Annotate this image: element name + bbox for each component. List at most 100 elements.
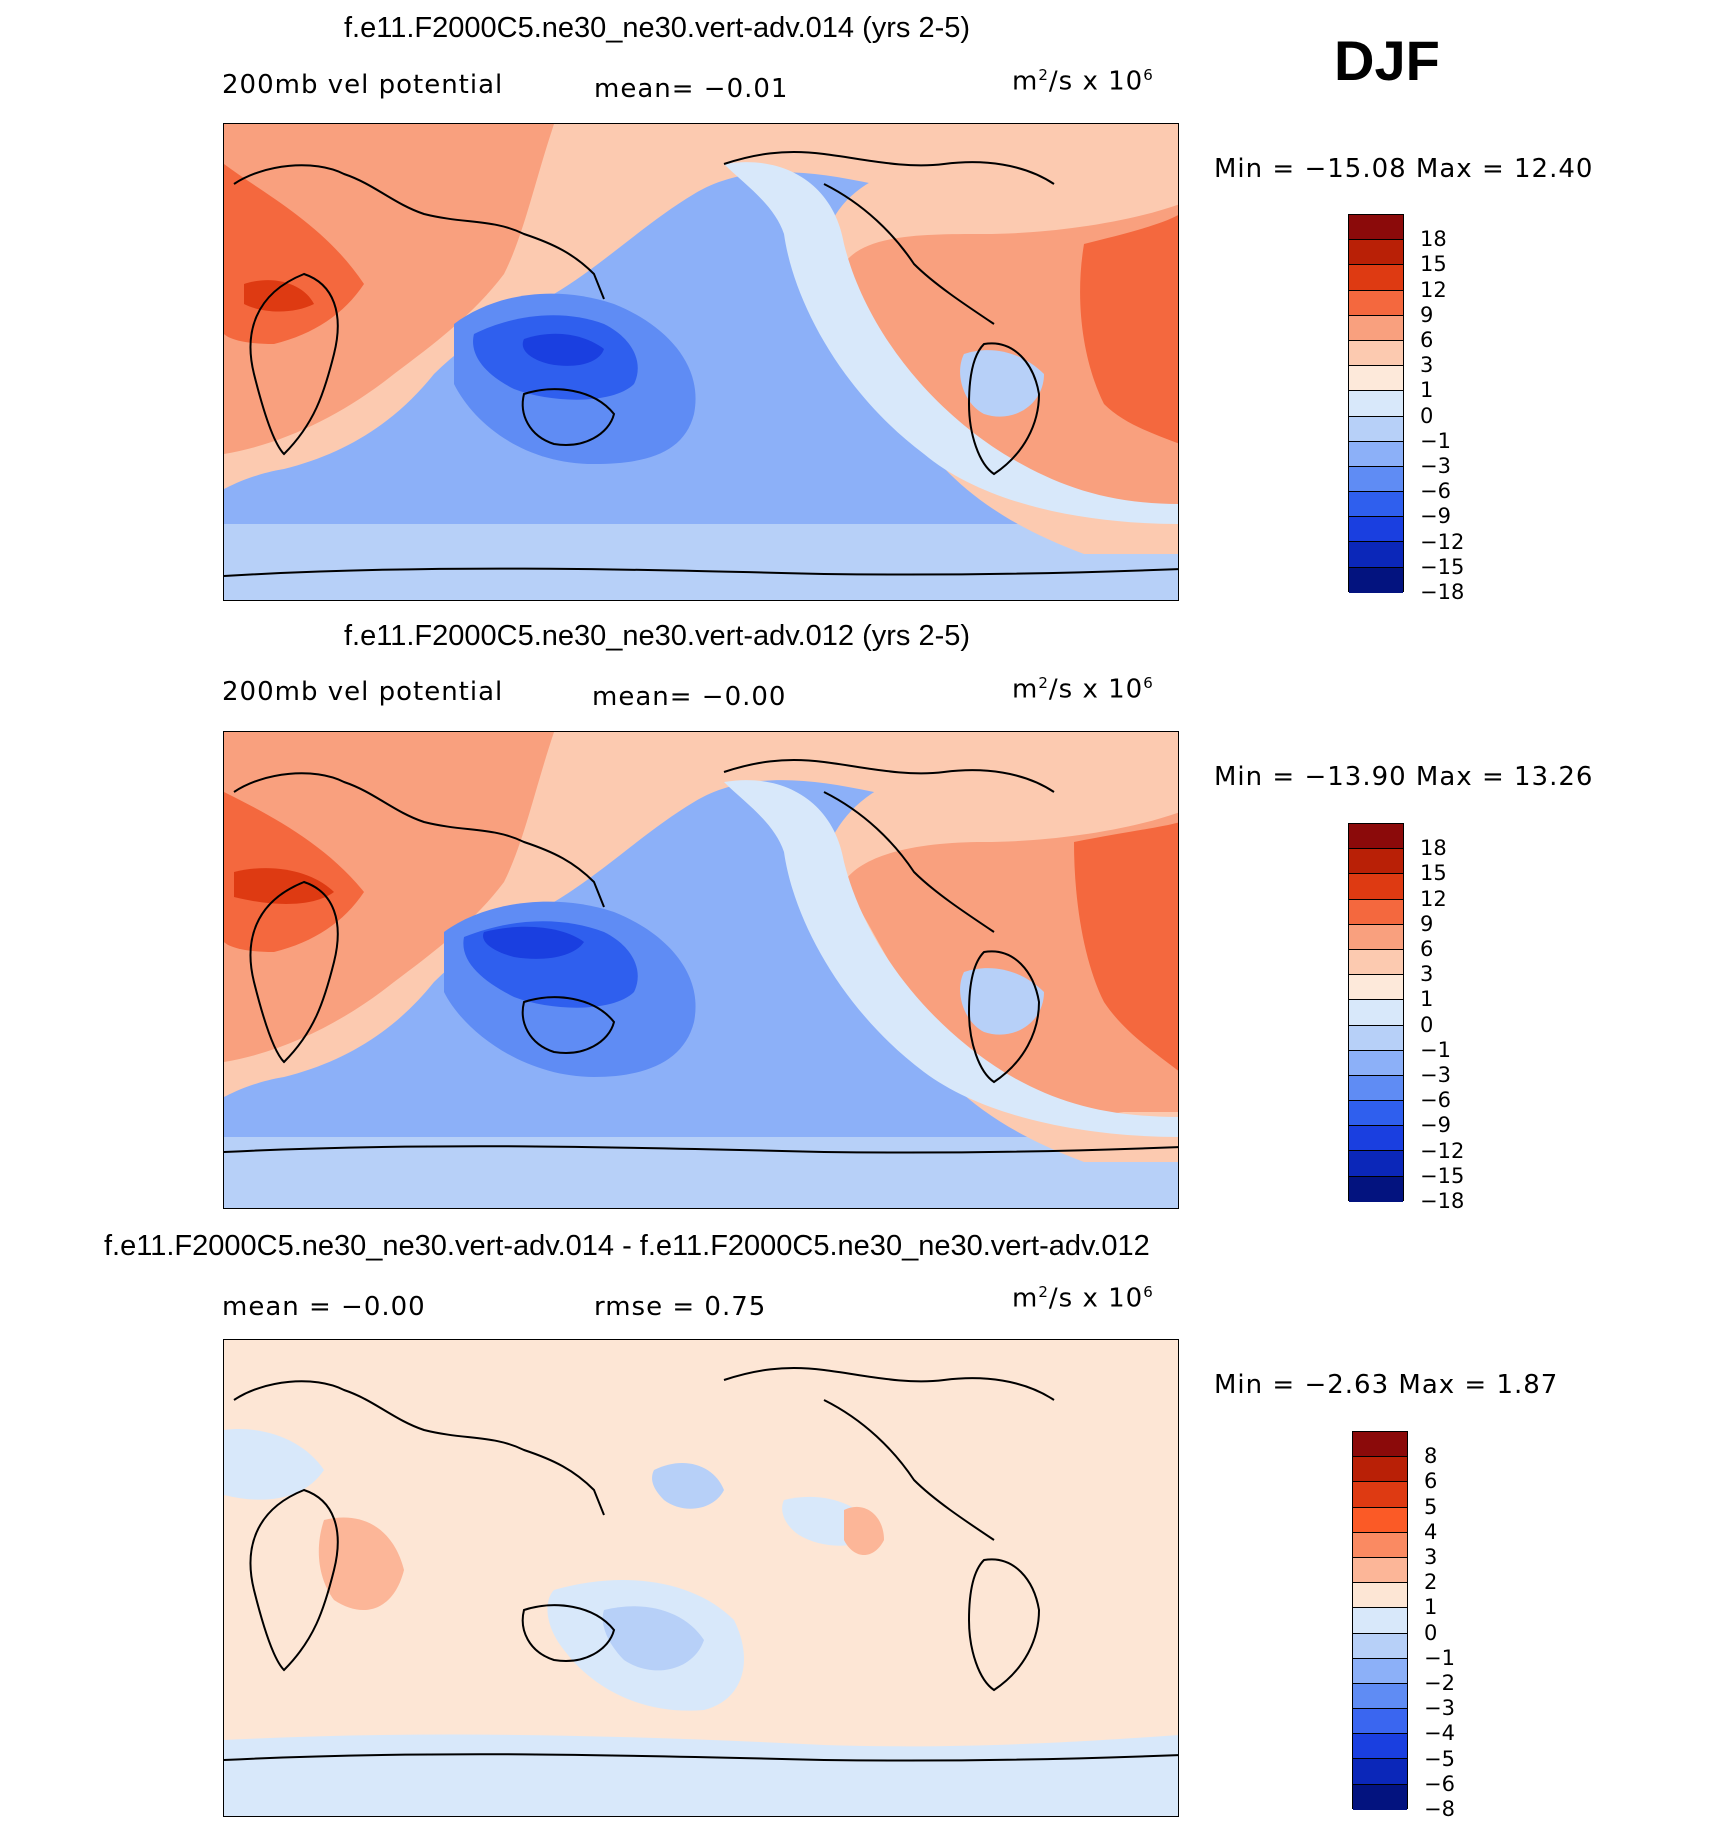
- colorbar-segment: [1353, 1482, 1407, 1508]
- panel-3-mean-label: mean = −0.00: [222, 1292, 426, 1322]
- colorbar-segment: [1349, 315, 1403, 341]
- colorbar-tick-label: −2: [1424, 1671, 1455, 1695]
- panel-2-variable-label: 200mb vel potential: [222, 677, 504, 707]
- colorbar-segment: [1349, 265, 1403, 291]
- colorbar-segment: [1349, 1151, 1403, 1177]
- colorbar-tick-label: −4: [1424, 1721, 1455, 1746]
- colorbar-segment: [1349, 542, 1403, 568]
- panel-3-map: [223, 1339, 1179, 1817]
- colorbar-segment: [1353, 1759, 1407, 1785]
- colorbar-segment: [1349, 849, 1403, 875]
- panel-1-map: [223, 123, 1179, 601]
- colorbar-segment: [1353, 1557, 1407, 1584]
- colorbar-segment: [1353, 1457, 1407, 1483]
- colorbar-tick-label: 15: [1420, 252, 1447, 277]
- colorbar-tick-label: −9: [1420, 1113, 1451, 1138]
- colorbar-segment: [1349, 517, 1403, 543]
- colorbar-tick-label: 6: [1420, 937, 1434, 961]
- colorbar-tick-label: −15: [1420, 554, 1465, 579]
- colorbar-tick-label: 18: [1420, 836, 1447, 861]
- colorbar-tick-label: 3: [1420, 962, 1434, 987]
- colorbar-tick-label: 1: [1420, 987, 1434, 1012]
- colorbar-segment: [1349, 215, 1403, 241]
- colorbar-tick-label: −3: [1420, 454, 1451, 478]
- colorbar-segment: [1349, 975, 1403, 1001]
- colorbar-tick-label: 12: [1420, 277, 1447, 302]
- colorbar-tick-label: 5: [1424, 1494, 1438, 1519]
- colorbar-segment: [1353, 1532, 1407, 1558]
- colorbar-segment: [1349, 290, 1403, 316]
- colorbar-tick-label: 15: [1420, 861, 1447, 886]
- colorbar-tick-label: 0: [1420, 403, 1434, 428]
- panel-1-colorbar: [1348, 214, 1404, 593]
- colorbar-tick-label: 9: [1420, 302, 1434, 327]
- panel-1-variable-label: 200mb vel potential: [222, 70, 504, 100]
- colorbar-tick-label: 3: [1420, 353, 1434, 378]
- colorbar-tick-label: 4: [1424, 1519, 1438, 1544]
- colorbar-segment: [1349, 240, 1403, 266]
- colorbar-tick-label: −15: [1420, 1163, 1465, 1188]
- colorbar-tick-label: −8: [1424, 1797, 1455, 1821]
- panel-1-minmax: Min = −15.08 Max = 12.40: [1214, 154, 1594, 184]
- colorbar-segment: [1353, 1709, 1407, 1735]
- panel-1-title: f.e11.F2000C5.ne30_ne30.vert-adv.014 (yr…: [344, 12, 971, 44]
- colorbar-segment: [1353, 1734, 1407, 1760]
- colorbar-segment: [1349, 1075, 1403, 1102]
- panel-2-colorbar: [1348, 823, 1404, 1202]
- colorbar-tick-label: 3: [1424, 1545, 1438, 1569]
- colorbar-segment: [1349, 1025, 1403, 1051]
- colorbar-segment: [1349, 340, 1403, 367]
- colorbar-segment: [1349, 924, 1403, 950]
- colorbar-tick-label: −5: [1424, 1746, 1455, 1771]
- colorbar-tick-label: −18: [1420, 1189, 1465, 1213]
- colorbar-tick-label: 1: [1424, 1595, 1438, 1620]
- panel-2-minmax: Min = −13.90 Max = 13.26: [1214, 762, 1594, 792]
- colorbar-tick-label: 18: [1420, 227, 1447, 252]
- panel-2-title: f.e11.F2000C5.ne30_ne30.vert-adv.012 (yr…: [344, 620, 971, 652]
- colorbar-segment: [1349, 1000, 1403, 1026]
- panel-2-map: [223, 731, 1179, 1209]
- panel-3-units: m2/s x 106: [1012, 1283, 1154, 1314]
- panel-1-mean-label: mean= −0.01: [594, 74, 789, 104]
- colorbar-tick-label: −9: [1420, 504, 1451, 529]
- colorbar-segment: [1353, 1583, 1407, 1609]
- colorbar-tick-label: −12: [1420, 1138, 1465, 1163]
- colorbar-segment: [1353, 1784, 1407, 1810]
- colorbar-segment: [1349, 441, 1403, 467]
- panel-1-units: m2/s x 106: [1012, 66, 1154, 97]
- colorbar-segment: [1353, 1608, 1407, 1634]
- colorbar-segment: [1353, 1683, 1407, 1710]
- panel-3-title: f.e11.F2000C5.ne30_ne30.vert-adv.014 - f…: [104, 1230, 1150, 1262]
- colorbar-segment: [1349, 824, 1403, 850]
- colorbar-segment: [1349, 366, 1403, 392]
- colorbar-tick-label: −6: [1420, 479, 1451, 504]
- colorbar-tick-label: 9: [1420, 911, 1434, 936]
- colorbar-segment: [1349, 874, 1403, 900]
- panel-2-mean-label: mean= −0.00: [592, 682, 787, 712]
- colorbar-tick-label: 0: [1424, 1620, 1438, 1645]
- colorbar-tick-label: −3: [1424, 1696, 1455, 1721]
- colorbar-tick-label: −6: [1424, 1771, 1455, 1796]
- colorbar-segment: [1349, 567, 1403, 593]
- colorbar-tick-label: −1: [1420, 428, 1451, 453]
- colorbar-segment: [1349, 492, 1403, 518]
- colorbar-segment: [1353, 1633, 1407, 1659]
- colorbar-segment: [1349, 1126, 1403, 1152]
- colorbar-segment: [1353, 1507, 1407, 1533]
- colorbar-segment: [1349, 1176, 1403, 1202]
- colorbar-segment: [1349, 416, 1403, 442]
- panel-3-minmax: Min = −2.63 Max = 1.87: [1214, 1370, 1559, 1400]
- colorbar-tick-label: −1: [1420, 1037, 1451, 1062]
- colorbar-tick-label: −6: [1420, 1088, 1451, 1113]
- colorbar-segment: [1353, 1658, 1407, 1684]
- colorbar-tick-label: 0: [1420, 1012, 1434, 1037]
- panel-3-rmse-label: rmse = 0.75: [594, 1292, 767, 1322]
- colorbar-tick-label: −3: [1420, 1063, 1451, 1087]
- colorbar-segment: [1349, 466, 1403, 493]
- panel-1-contour-field: [224, 124, 1178, 600]
- panel-2-contour-field: [224, 732, 1178, 1208]
- panel-3-contour-field: [224, 1340, 1178, 1816]
- colorbar-segment: [1349, 1101, 1403, 1127]
- colorbar-tick-label: 6: [1420, 328, 1434, 352]
- colorbar-tick-label: −18: [1420, 580, 1465, 604]
